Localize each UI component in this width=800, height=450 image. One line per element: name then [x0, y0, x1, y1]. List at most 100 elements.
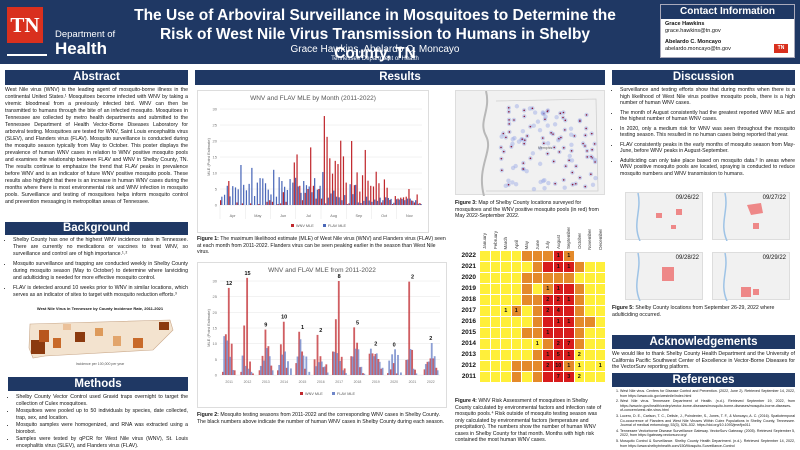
- fig1-bar-flav: [376, 200, 379, 205]
- fig1-bar-flav: [237, 189, 239, 205]
- risk-cell-high: 1: [552, 249, 564, 262]
- fig2-bar-wnv: [340, 356, 343, 375]
- human-case-label: 2: [429, 336, 432, 342]
- discussion-heading: Discussion: [612, 70, 795, 85]
- wnv-positive-pool-dot: [552, 160, 555, 163]
- risk-cell-high: [563, 304, 575, 317]
- fig1-bar-wnv: [375, 171, 377, 205]
- wnv-positive-pool-dot: [593, 143, 596, 145]
- contact-email-link[interactable]: grace.hawkins@tn.gov: [665, 28, 721, 34]
- contact-info-box: Contact Information Grace Hawkins grace.…: [660, 4, 795, 58]
- risk-cell-high: 1: [563, 260, 575, 273]
- wnv-positive-pool-dot: [501, 169, 503, 172]
- fig2-bar-wnv: [411, 349, 414, 375]
- risk-cell-low: [479, 326, 491, 339]
- poster-authors: Grace Hawkins, Abelardo C. Moncayo: [290, 44, 460, 55]
- fig1-bar-wnv: [269, 200, 271, 205]
- risk-cell-low: [594, 293, 606, 306]
- fig1-bar-wnv: [236, 202, 238, 205]
- fig2-bar-flav: [296, 356, 299, 375]
- survey-location-dot: [524, 168, 529, 174]
- county-high: [159, 322, 169, 330]
- risk-cell-high: [542, 370, 554, 383]
- fig1-bar-flav: [363, 200, 365, 205]
- month-group-label: Sep: [355, 214, 362, 218]
- county-mid: [113, 336, 121, 346]
- fig1-bar-wnv: [315, 198, 317, 205]
- month-group-label: Aug: [330, 214, 337, 218]
- year-label: 2011: [455, 370, 480, 383]
- fig2-bar-flav: [360, 366, 363, 375]
- risk-cell-medium: [552, 271, 564, 284]
- risk-cell-high: 7: [563, 337, 575, 350]
- fig1-bar-wnv: [258, 204, 260, 205]
- risk-cell-medium: [573, 282, 585, 295]
- fig2-bar-flav: [336, 353, 339, 375]
- y-tick-label: 10: [213, 341, 218, 346]
- fig1-bar-flav: [344, 195, 346, 205]
- fig2-bar-flav: [320, 361, 323, 375]
- year-label: 2021: [455, 260, 480, 273]
- fig1-bar-wnv: [405, 196, 407, 205]
- risk-cell-low: [479, 348, 491, 361]
- fig1-bar-flav: [226, 185, 228, 205]
- wnv-positive-pool-dot: [564, 119, 567, 122]
- figure4-heatmap: January February March April May June July Augu…: [455, 222, 606, 383]
- fig1-bar-flav: [286, 189, 288, 205]
- risk-cell-medium: [573, 326, 585, 339]
- figure2-label: Figure 2:: [197, 412, 219, 418]
- human-case-label: 2: [319, 328, 322, 334]
- risk-cell-medium: [510, 359, 522, 372]
- fig1-bar-wnv: [296, 154, 298, 205]
- fig2-bar-flav: [397, 354, 399, 375]
- county-high: [31, 340, 45, 354]
- fig1-bar-wnv: [342, 156, 345, 205]
- survey-location-dot: [569, 158, 575, 163]
- reference-item: Lucero, D. E., Carlson, T. C., Delisle, …: [620, 414, 795, 428]
- survey-location-dot: [593, 175, 598, 181]
- fig2-bar-flav: [247, 368, 250, 375]
- heatmap-row: 2016 1 1: [455, 315, 606, 328]
- risk-cell-high: [542, 315, 554, 328]
- survey-location-dot: [513, 182, 519, 187]
- wnv-positive-pool-dot: [562, 116, 564, 119]
- risk-cell-low: 1: [573, 359, 585, 372]
- heatmap-row: 2012 2 10 1 1 1: [455, 359, 606, 372]
- fig1-bar-flav: [262, 178, 264, 205]
- fig1-bar-flav: [229, 196, 231, 205]
- fig2-bar-flav: [378, 361, 381, 375]
- fig1-bar-flav: [387, 197, 389, 205]
- contact-email-link[interactable]: abelardo.moncayo@tn.gov: [665, 46, 731, 52]
- month-column-header: September: [566, 227, 572, 250]
- wnv-positive-pool-dot: [559, 112, 562, 115]
- wnv-positive-pool-dot: [550, 131, 552, 134]
- season-label: 2011: [225, 380, 233, 384]
- heatmap-row: 2013 1 5 1 2: [455, 348, 606, 361]
- y-tick-label: 30: [213, 107, 218, 112]
- wnv-positive-pool-dot: [505, 136, 507, 139]
- year-label: 2015: [455, 326, 480, 339]
- methods-list: Shelby County Vector Control used Gravid…: [8, 394, 188, 450]
- fig1-bar-wnv: [383, 179, 386, 205]
- risk-cell-none: [573, 249, 585, 262]
- fig1-bar-wnv: [329, 158, 331, 205]
- fig1-bar-flav: [294, 177, 297, 205]
- fig1-bar-flav: [273, 169, 275, 205]
- heatmap-row: 2017 1 1 2 4: [455, 304, 606, 317]
- fig2-bar-wnv: [353, 327, 356, 375]
- risk-cell-high: 1: [563, 348, 575, 361]
- wnv-positive-pool-dot: [510, 145, 513, 148]
- survey-location-dot: [540, 111, 546, 116]
- risk-cell-high: 7: [552, 370, 564, 383]
- risk-cell-low: [489, 282, 501, 295]
- logo-department-text: Department of: [55, 29, 116, 40]
- risk-cell-low: [531, 282, 543, 295]
- risk-cell-low: [521, 337, 533, 350]
- fig2-bar-flav: [299, 339, 302, 375]
- risk-cell-low: [521, 304, 533, 317]
- fig2-bar-wnv: [313, 359, 316, 375]
- figure2-caption: Figure 2: Mosquito testing seasons from …: [197, 412, 447, 425]
- season-label: 2013: [262, 380, 270, 384]
- city-label: Memphis: [538, 146, 552, 150]
- wnv-positive-pool-dot: [584, 134, 587, 137]
